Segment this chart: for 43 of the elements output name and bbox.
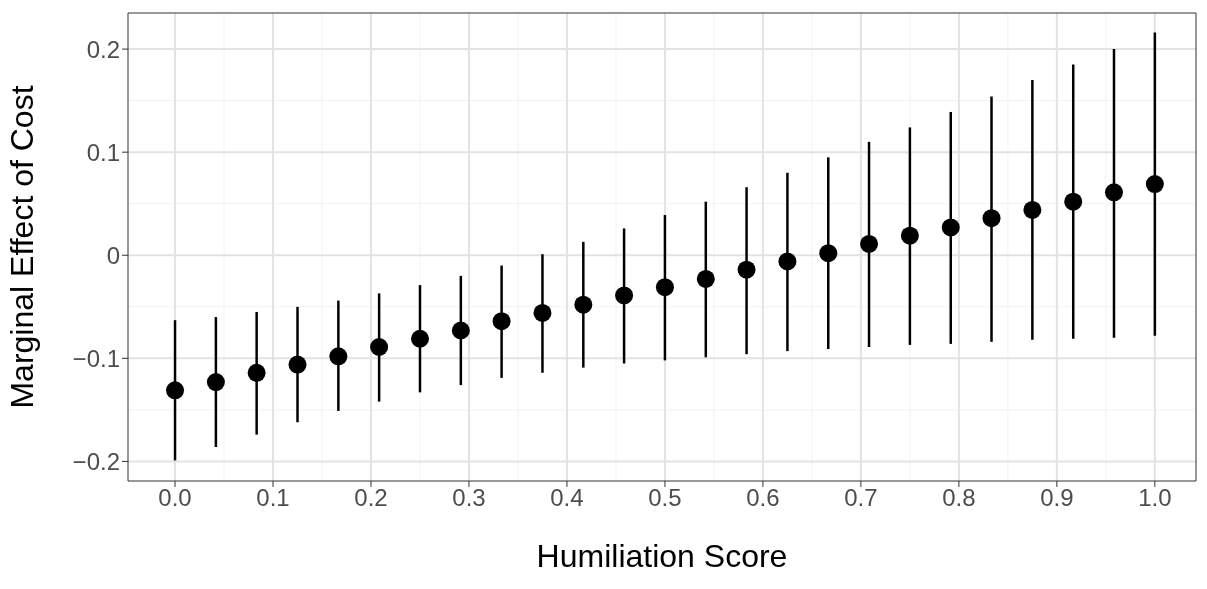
x-tick-label: 0.4 bbox=[550, 484, 584, 512]
point bbox=[166, 381, 185, 400]
point bbox=[533, 303, 552, 322]
x-tick-label: 0.6 bbox=[746, 484, 780, 512]
point bbox=[451, 321, 470, 340]
point bbox=[1023, 200, 1042, 219]
point bbox=[329, 347, 348, 366]
y-tick-label: 0 bbox=[106, 241, 120, 269]
y-tick-label: 0.1 bbox=[86, 138, 120, 166]
point bbox=[247, 363, 266, 382]
point bbox=[370, 337, 389, 356]
point bbox=[819, 244, 838, 263]
point bbox=[941, 218, 960, 237]
point bbox=[574, 295, 593, 314]
x-axis-title: Humiliation Score bbox=[536, 538, 788, 574]
y-tick-label: −0.1 bbox=[72, 344, 120, 372]
x-tick-label: 0.1 bbox=[256, 484, 290, 512]
y-tick-label: 0.2 bbox=[86, 35, 120, 63]
x-tick-label: 0.0 bbox=[158, 484, 192, 512]
point bbox=[860, 234, 879, 253]
point bbox=[778, 252, 797, 271]
x-tick-label: 0.8 bbox=[942, 484, 976, 512]
point bbox=[288, 355, 307, 374]
x-tick-label: 0.2 bbox=[354, 484, 388, 512]
point bbox=[737, 260, 756, 279]
point bbox=[410, 329, 429, 348]
x-tick-label: 0.9 bbox=[1040, 484, 1074, 512]
point bbox=[1104, 183, 1123, 202]
point bbox=[696, 269, 715, 288]
point bbox=[206, 373, 225, 392]
point bbox=[900, 226, 919, 245]
point bbox=[982, 209, 1001, 228]
point bbox=[655, 278, 674, 297]
y-axis-title: Marginal Effect of Cost bbox=[4, 85, 41, 409]
x-tick-label: 0.7 bbox=[844, 484, 878, 512]
x-tick-label: 0.3 bbox=[452, 484, 486, 512]
point bbox=[1064, 192, 1083, 211]
point bbox=[1145, 175, 1164, 194]
point bbox=[492, 312, 511, 331]
point bbox=[615, 286, 634, 305]
x-tick-label: 0.5 bbox=[648, 484, 682, 512]
y-tick-label: −0.2 bbox=[72, 447, 120, 475]
x-tick-label: 1.0 bbox=[1138, 484, 1172, 512]
